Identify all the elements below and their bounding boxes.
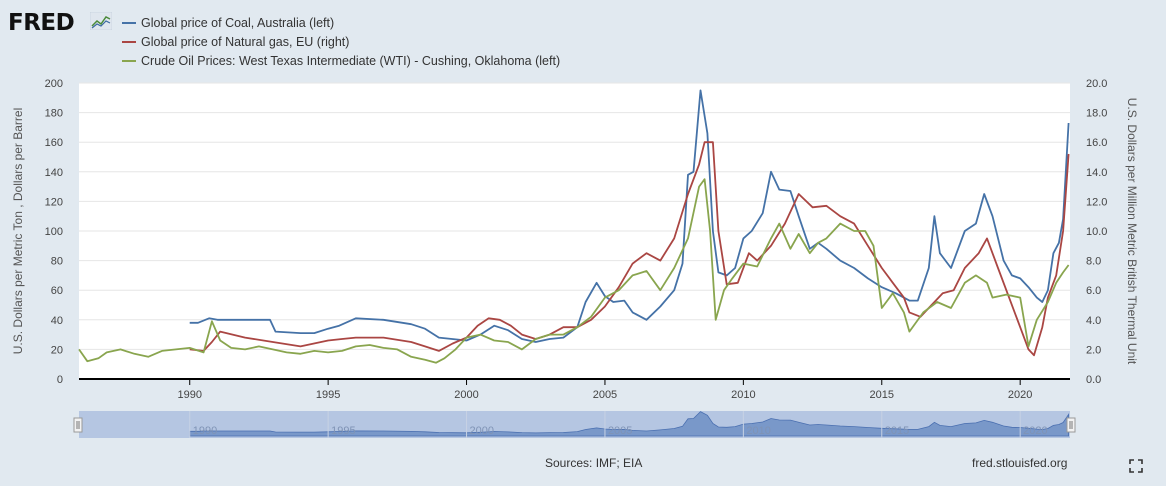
x-tick-label: 2020 <box>1008 389 1032 401</box>
navigator-handle-left[interactable] <box>73 417 83 433</box>
legend-label-natural-gas: Global price of Natural gas, EU (right) <box>141 34 350 49</box>
y-tick-left-label: 200 <box>45 78 63 90</box>
y-tick-left-label: 20 <box>51 344 63 356</box>
navigator-tick-label: 1990 <box>193 425 217 437</box>
legend-label-coal: Global price of Coal, Australia (left) <box>141 15 335 30</box>
y-tick-right-label: 8.0 <box>1086 256 1101 268</box>
navigator-tick-label: 2010 <box>746 425 770 437</box>
y-tick-right-label: 0.0 <box>1086 374 1101 386</box>
x-tick-label: 1995 <box>316 389 340 401</box>
y-tick-left-label: 80 <box>51 256 63 268</box>
y-tick-left-label: 0 <box>57 374 63 386</box>
navigator-tick-label: 1995 <box>331 425 355 437</box>
x-tick-label: 2010 <box>731 389 755 401</box>
expand-icon[interactable] <box>1129 459 1143 473</box>
y-tick-left-label: 40 <box>51 315 63 327</box>
trend-graph-icon <box>90 12 112 30</box>
y-tick-right-label: 20.0 <box>1086 78 1107 90</box>
y-axis-left-label: U.S. Dollars per Metric Ton , Dollars pe… <box>11 108 25 355</box>
fred-credit-link[interactable]: fred.stlouisfed.org <box>972 456 1068 470</box>
navigator-tick-label: 2005 <box>608 425 632 437</box>
navigator-handle-right[interactable] <box>1066 417 1076 433</box>
y-tick-right-label: 16.0 <box>1086 137 1107 149</box>
legend-swatch-natural-gas <box>122 40 136 43</box>
fred-logo[interactable]: FRED <box>8 10 75 36</box>
legend-swatch-wti <box>122 59 136 62</box>
legend-label-wti: Crude Oil Prices: West Texas Intermediat… <box>141 53 561 68</box>
x-tick-label: 2000 <box>454 389 478 401</box>
legend-item-wti[interactable]: Crude Oil Prices: West Texas Intermediat… <box>122 51 560 70</box>
legend-item-natural-gas[interactable]: Global price of Natural gas, EU (right) <box>122 32 560 51</box>
gridlines <box>79 82 1070 350</box>
navigator-tick-label: 2020 <box>1023 425 1047 437</box>
x-tick-label: 1990 <box>177 389 201 401</box>
series-line-1 <box>189 141 1070 357</box>
series-line-0 <box>189 89 1070 343</box>
y-axis-right-label: U.S. Dollars per Million Metric British … <box>1125 98 1139 365</box>
y-tick-left-label: 120 <box>45 196 63 208</box>
y-tick-right-label: 14.0 <box>1086 167 1107 179</box>
y-tick-left-label: 140 <box>45 167 63 179</box>
legend-item-coal[interactable]: Global price of Coal, Australia (left) <box>122 13 560 32</box>
y-axis-left-ticks: 0 20 40 60 80 100 120 140 160 180 200 <box>45 78 63 386</box>
range-navigator[interactable]: 1990 1995 2000 2005 2010 2015 2020 <box>73 411 1076 438</box>
y-tick-left-label: 60 <box>51 285 63 297</box>
y-tick-right-label: 18.0 <box>1086 108 1107 120</box>
navigator-series-area <box>189 411 1069 437</box>
navigator-ticks: 1990 1995 2000 2005 2010 2015 2020 <box>189 411 1048 438</box>
y-tick-right-label: 10.0 <box>1086 226 1107 238</box>
y-tick-left-label: 100 <box>45 226 63 238</box>
series-line-2 <box>78 178 1070 364</box>
series-lines <box>78 89 1070 364</box>
navigator-tick-label: 2015 <box>885 425 909 437</box>
x-tick-label: 2015 <box>870 389 894 401</box>
legend-swatch-coal <box>122 21 136 24</box>
y-tick-right-label: 6.0 <box>1086 285 1101 297</box>
y-tick-right-label: 12.0 <box>1086 196 1107 208</box>
x-tick-label: 2005 <box>593 389 617 401</box>
navigator-tick-label: 2000 <box>470 425 494 437</box>
y-tick-right-label: 4.0 <box>1086 315 1101 327</box>
chart-legend: Global price of Coal, Australia (left) G… <box>122 13 560 70</box>
y-tick-left-label: 160 <box>45 137 63 149</box>
y-axis-right-ticks: 0.0 2.0 4.0 6.0 8.0 10.0 12.0 14.0 16.0 18.0 20.0 <box>1086 78 1107 386</box>
x-axis-ticks: 1990 1995 2000 2005 2010 2015 2020 <box>177 379 1032 401</box>
y-tick-right-label: 2.0 <box>1086 344 1101 356</box>
y-tick-left-label: 180 <box>45 108 63 120</box>
sources-note: Sources: IMF; EIA <box>545 456 643 470</box>
